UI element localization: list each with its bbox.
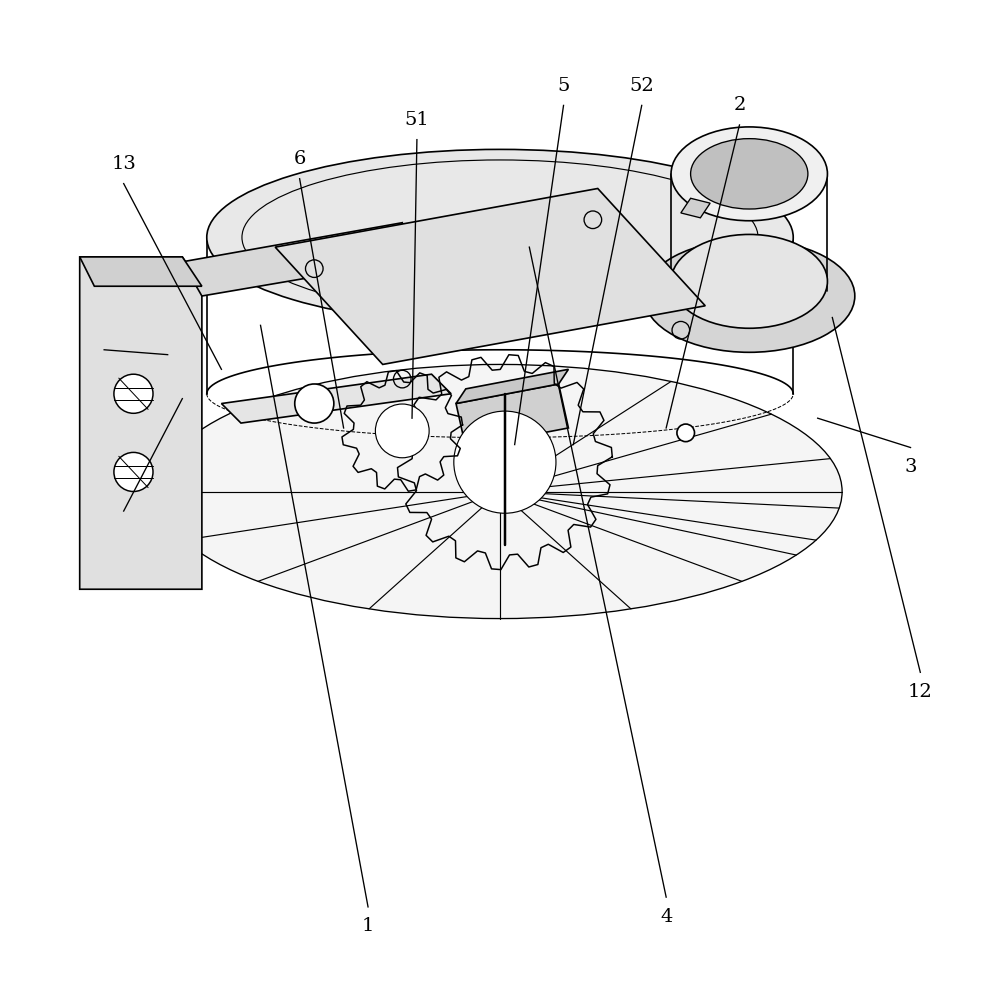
- Polygon shape: [275, 189, 705, 365]
- Circle shape: [114, 452, 153, 492]
- Text: 11: 11: [111, 522, 136, 540]
- Text: 12: 12: [908, 683, 933, 701]
- Circle shape: [677, 424, 695, 441]
- Text: 52: 52: [629, 77, 654, 95]
- Text: 5: 5: [557, 77, 570, 95]
- Polygon shape: [80, 257, 202, 589]
- Text: 1: 1: [362, 917, 374, 936]
- Text: 4: 4: [660, 907, 672, 926]
- Ellipse shape: [671, 234, 827, 328]
- Ellipse shape: [207, 149, 793, 325]
- Polygon shape: [681, 199, 710, 218]
- Text: 14: 14: [92, 361, 117, 378]
- Polygon shape: [456, 370, 568, 404]
- Circle shape: [295, 384, 334, 423]
- Polygon shape: [456, 384, 568, 447]
- Circle shape: [114, 375, 153, 413]
- Circle shape: [375, 404, 429, 458]
- Polygon shape: [80, 257, 202, 286]
- Ellipse shape: [644, 240, 855, 352]
- Polygon shape: [221, 375, 451, 423]
- Text: 2: 2: [733, 96, 746, 114]
- Ellipse shape: [207, 149, 793, 325]
- Ellipse shape: [671, 127, 827, 221]
- Text: 13: 13: [111, 155, 136, 173]
- Polygon shape: [182, 223, 402, 296]
- Ellipse shape: [158, 365, 842, 618]
- Text: 51: 51: [405, 111, 429, 129]
- Circle shape: [454, 411, 556, 513]
- Text: 6: 6: [293, 150, 306, 168]
- Text: 3: 3: [904, 458, 917, 476]
- Ellipse shape: [691, 139, 808, 209]
